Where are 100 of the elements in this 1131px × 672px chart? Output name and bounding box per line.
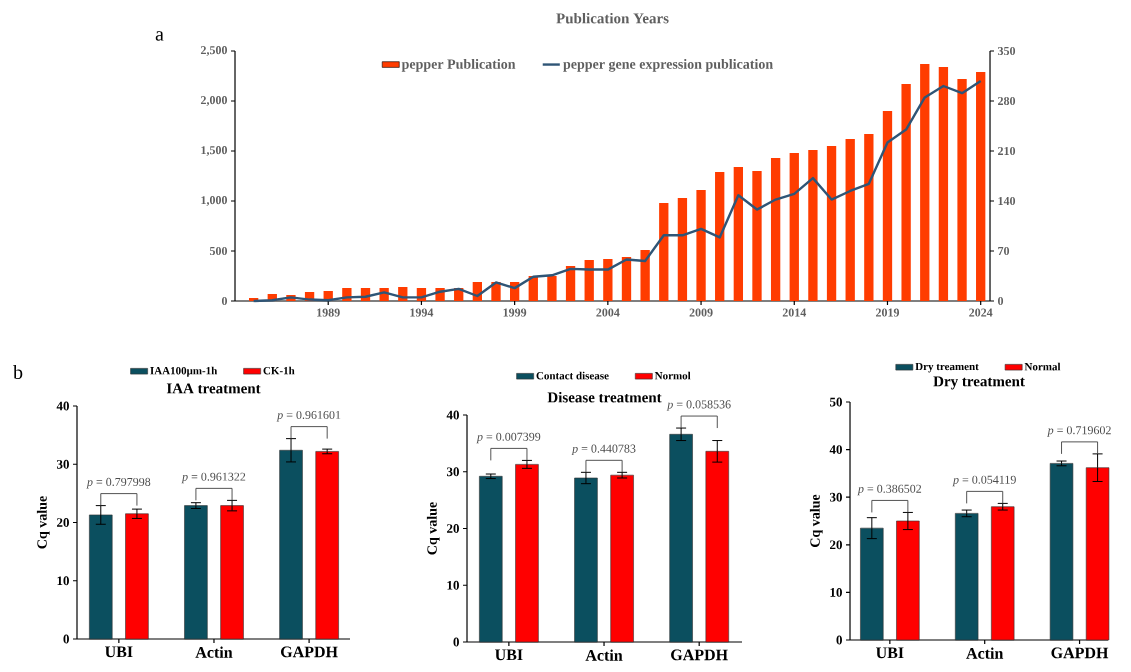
bar [957,78,967,301]
bar [860,527,884,641]
bar [770,158,781,301]
legend-label: IAA100μm-1h [150,366,218,377]
bar [864,133,874,301]
y-tick-label: 40 [829,445,842,454]
chart-title: Dry treatment [933,376,1025,390]
x-tick-label: Actin [195,646,233,658]
bar [896,520,920,641]
y-tick-label: 0 [453,637,459,647]
y-tick-label: 20 [830,540,842,550]
bar [733,166,743,301]
x-tick-label: 1999 [503,308,527,317]
bar [125,513,149,640]
x-tick-label: UBI [495,649,523,661]
bar [715,171,725,301]
y-axis-title: Cq value [426,502,440,555]
x-tick-label: UBI [876,647,904,659]
x-tick-label: Actin [585,649,623,661]
y2-tick-label: 70 [998,246,1010,256]
annotation: p = 0.719602 [1046,426,1111,437]
y-axis-title: Cq value [809,494,823,547]
x-tick-label: GAPDH [1051,647,1109,659]
bar [479,475,503,643]
bar [610,474,634,643]
y-tick-label: 1,500 [201,146,228,156]
x-tick-label: GAPDH [281,646,338,658]
text: p = 0.058536 [666,400,731,411]
bar [920,63,930,301]
y2-tick-label: 210 [998,146,1016,156]
y-tick-label: 1,000 [201,196,228,206]
bar [901,83,911,301]
bar [574,477,598,643]
annotation: p = 0.440783 [571,444,636,456]
x-tick-label: 2014 [782,308,807,317]
bar [640,250,650,301]
y-axis-title: Cq value [36,496,50,549]
x-tick-label: GAPDH [671,649,728,661]
bar [279,449,303,640]
bar [547,276,557,301]
bar [1085,467,1110,641]
x-tick-label: 1994 [410,308,434,317]
bar [621,257,632,301]
bar [789,152,799,301]
bar [659,203,669,301]
chart-title: Publication Years [556,12,669,24]
x-tick-label: 2004 [596,308,620,317]
annotation: p = 0.797998 [86,477,151,489]
annotation: p = 0.386502 [857,484,922,496]
bar [882,110,893,301]
y-tick-label: 10 [57,576,69,586]
annotation: p = 0.007399 [476,432,541,444]
y-tick-label: 500 [209,246,228,256]
text: b [13,364,23,380]
y-tick-label: 0 [63,634,69,644]
line-series [252,79,982,303]
annotation: p = 0.961322 [181,472,246,484]
legend-label: Normol [654,371,691,380]
annotation: p = 0.054119 [952,475,1016,487]
y-tick-label: 0 [836,635,842,645]
annotation: p = 0.961601 [276,410,341,422]
y-tick-label: 50 [830,397,842,407]
bar [705,451,729,643]
bar [89,514,113,640]
legend-label: CK-1h [263,366,295,375]
bar [677,197,688,301]
legend-label: pepper Publication [401,58,516,72]
y-tick-label: 40 [56,401,69,411]
y-tick-label: 30 [829,492,842,502]
bar [603,258,613,301]
bar [752,170,762,301]
bar [938,66,949,301]
y-tick-label: 0 [221,296,228,306]
chart-title: IAA treatment [166,383,261,394]
legend-label: Contact disease [536,371,609,380]
y2-tick-label: 350 [998,46,1016,56]
y-tick-label: 30 [446,467,459,477]
y-tick-label: 30 [56,459,69,469]
chart-title: Disease treatment [547,391,662,403]
bar [184,505,208,640]
y-tick-label: 40 [446,410,459,420]
text: a [155,31,164,41]
x-tick-label: UBI [105,646,133,658]
bar [808,149,818,301]
bar [1049,463,1074,641]
bar [845,139,855,301]
bar [565,266,576,301]
y-tick-label: 20 [447,524,459,533]
bar [515,464,539,643]
y-tick-label: 20 [57,518,69,527]
y2-tick-label: 0 [998,296,1004,306]
x-tick-label: 2009 [689,308,713,317]
y-tick-label: 2,000 [200,96,228,106]
y-tick-label: 2,500 [200,46,228,56]
y-tick-label: 10 [447,580,459,590]
y2-tick-label: 280 [998,96,1016,106]
y-tick-label: 10 [830,588,842,597]
bar [669,434,693,643]
bar [976,71,986,301]
x-tick-label: 2024 [969,308,993,317]
